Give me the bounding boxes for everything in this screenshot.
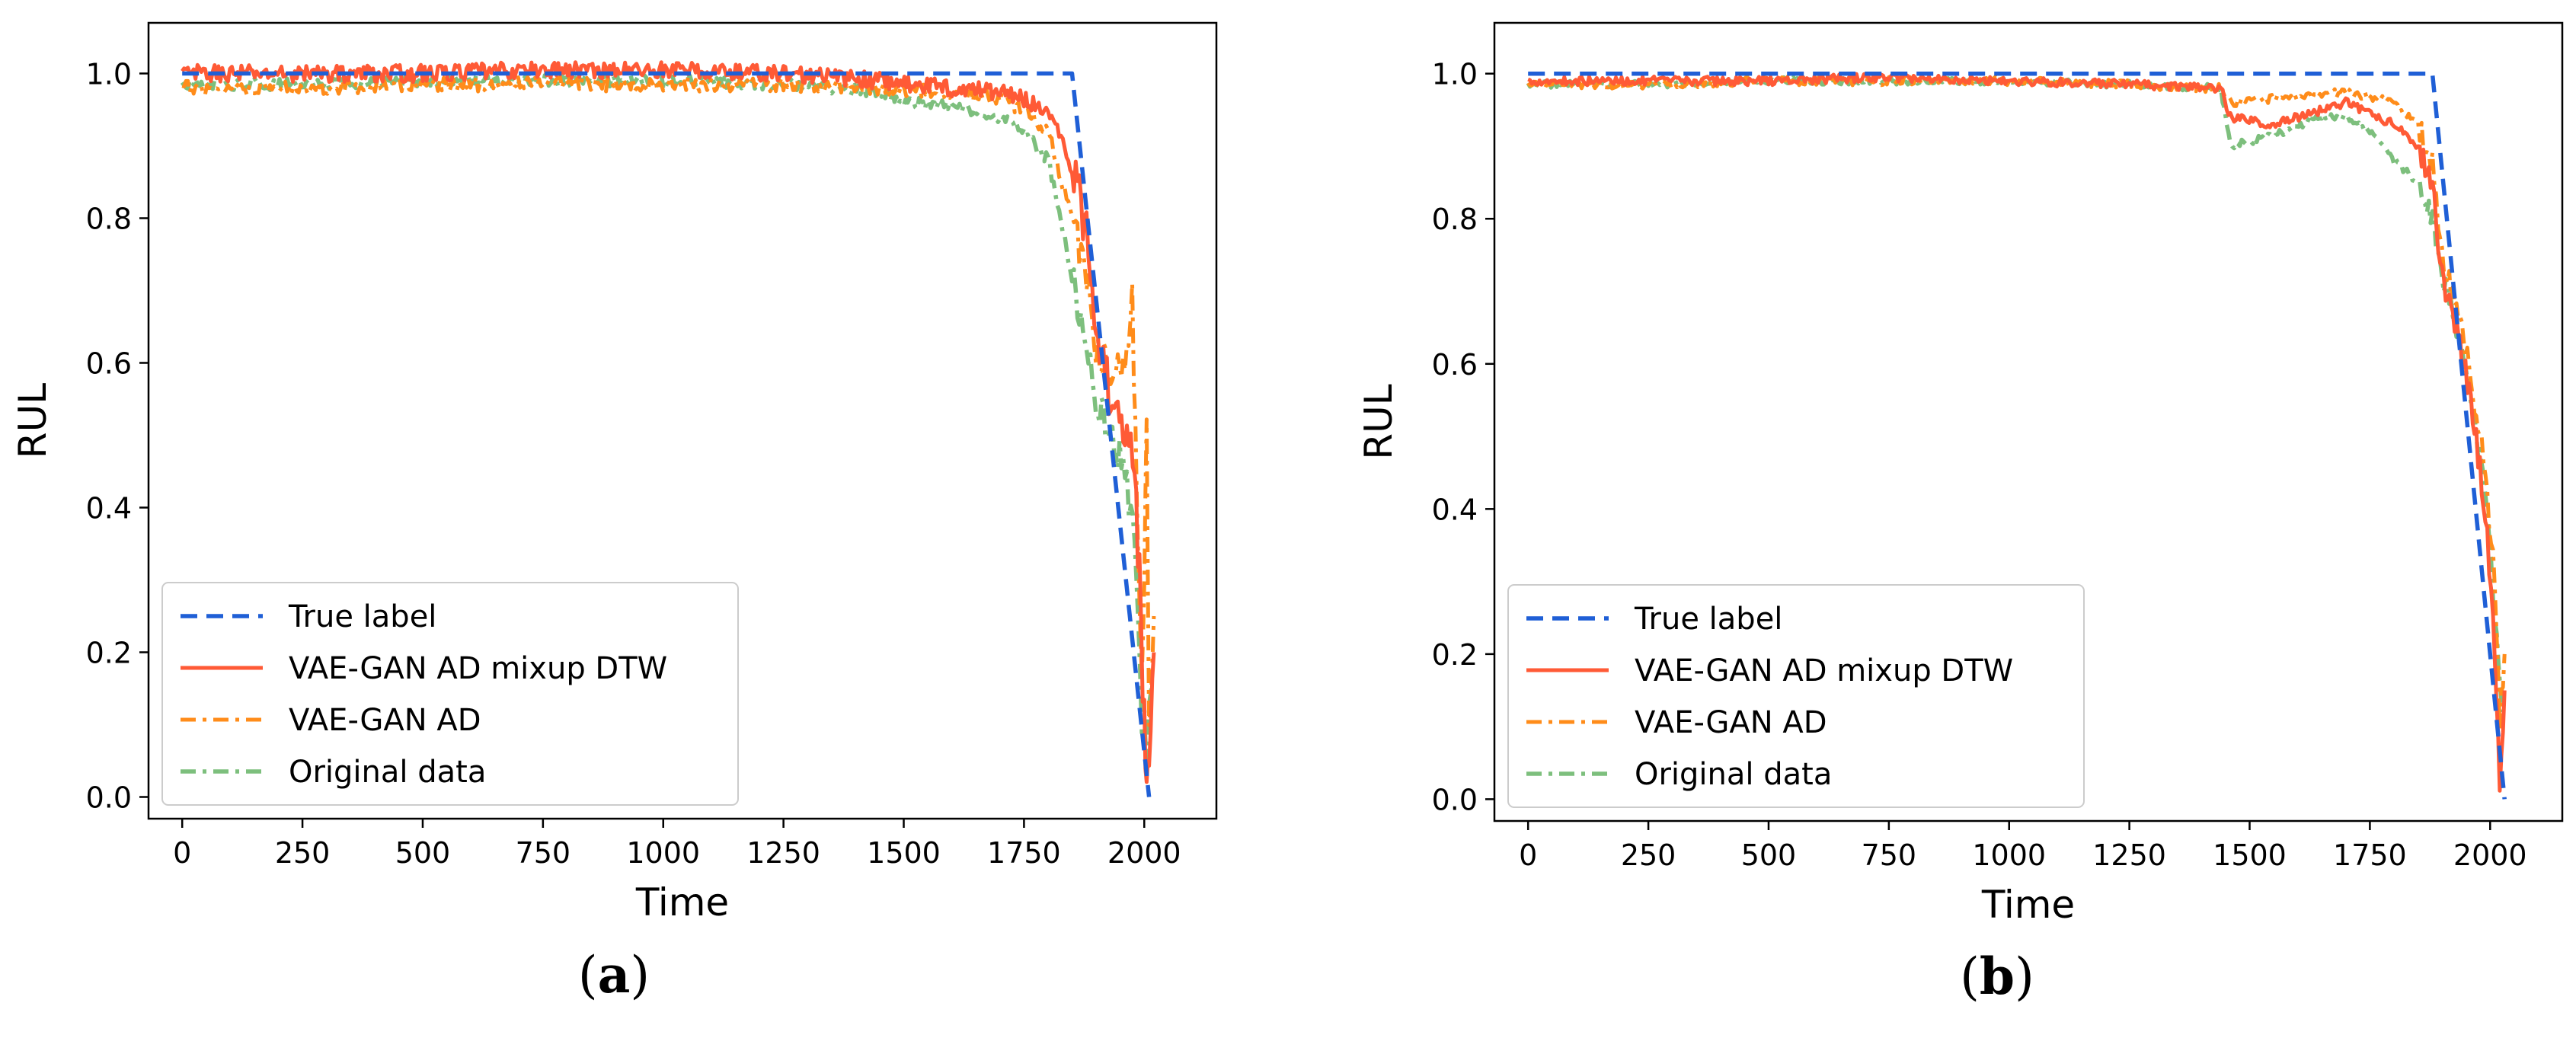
x-tick-label: 1250 xyxy=(746,836,820,870)
x-tick-label: 0 xyxy=(173,836,191,870)
axes-frame xyxy=(147,21,1218,820)
y-tick-label: 0.2 xyxy=(86,637,132,670)
chart-panel-b: 0 250 500 750 1000 1250 1500 1750 2000 0.0 0.2 0.4 0… xyxy=(1357,21,2564,1006)
x-axis-label: Time xyxy=(635,880,729,925)
y-tick-label: 0.6 xyxy=(86,347,132,381)
x-tick-label: 1250 xyxy=(2092,838,2166,872)
series-line-vae-gan-ad-mixup-dtw xyxy=(181,60,1156,784)
legend: True label VAE-GAN AD mixup DTW VAE-GAN AD… xyxy=(161,582,739,806)
x-tick-label: 750 xyxy=(1862,838,1917,872)
legend-label: VAE-GAN AD mixup DTW xyxy=(1635,653,2013,688)
x-tick-label: 1750 xyxy=(987,836,1061,870)
legend-box xyxy=(161,582,739,806)
legend-label: VAE-GAN AD xyxy=(289,703,481,738)
x-tick-label: 250 xyxy=(275,836,331,870)
plot-area xyxy=(180,60,1156,797)
y-tick-label: 0.4 xyxy=(1432,493,1478,526)
x-tick-label: 750 xyxy=(516,836,571,870)
y-tick-label: 1.0 xyxy=(86,58,132,91)
x-tick-label: 500 xyxy=(1741,838,1797,872)
plot-area xyxy=(1526,71,2507,800)
y-tick-label: 0.8 xyxy=(86,203,132,236)
legend-label: True label xyxy=(1634,602,1782,637)
legend-label: VAE-GAN AD mixup DTW xyxy=(289,651,667,686)
x-tick-label: 2000 xyxy=(2453,838,2527,872)
axes-frame xyxy=(1493,21,2564,822)
y-axis-label: RUL xyxy=(11,383,55,458)
x-tick-label: 250 xyxy=(1621,838,1676,872)
panel-caption: (a) xyxy=(578,945,650,1004)
legend-label: True label xyxy=(288,599,436,634)
x-axis-label: Time xyxy=(1981,883,2075,927)
x-tick-label: 1500 xyxy=(2213,838,2287,872)
y-tick-label: 0.0 xyxy=(1432,783,1478,816)
y-tick-label: 0.8 xyxy=(1432,203,1478,236)
x-tick-label: 1000 xyxy=(626,836,700,870)
y-tick-label: 0.2 xyxy=(1432,638,1478,672)
x-tick-label: 1000 xyxy=(1972,838,2046,872)
x-tick-label: 1500 xyxy=(867,836,941,870)
legend: True label VAE-GAN AD mixup DTW VAE-GAN AD… xyxy=(1507,584,2085,808)
x-tick-label: 1750 xyxy=(2333,838,2407,872)
legend-label: Original data xyxy=(289,755,486,790)
legend-label: Original data xyxy=(1635,757,1832,792)
y-axis-label: RUL xyxy=(1357,384,1401,459)
y-tick-label: 0.4 xyxy=(86,492,132,525)
legend-label: VAE-GAN AD xyxy=(1635,705,1827,740)
x-tick-label: 2000 xyxy=(1107,836,1181,870)
y-tick-label: 0.6 xyxy=(1432,348,1478,382)
series-line-true-label xyxy=(1528,71,2507,800)
x-tick-label: 500 xyxy=(395,836,451,870)
y-tick-label: 0.0 xyxy=(86,781,132,815)
chart-panel-a: 0 250 500 750 1000 1250 1500 1750 2000 0.0 0.2 0.4 0… xyxy=(11,21,1218,1004)
panel-caption: (b) xyxy=(1960,947,2034,1006)
y-tick-label: 1.0 xyxy=(1432,58,1478,91)
legend-box xyxy=(1507,584,2085,808)
series-line-vae-gan-ad-mixup-dtw xyxy=(1527,72,2507,793)
series-line-true-label xyxy=(182,71,1152,797)
x-tick-label: 0 xyxy=(1519,838,1537,872)
